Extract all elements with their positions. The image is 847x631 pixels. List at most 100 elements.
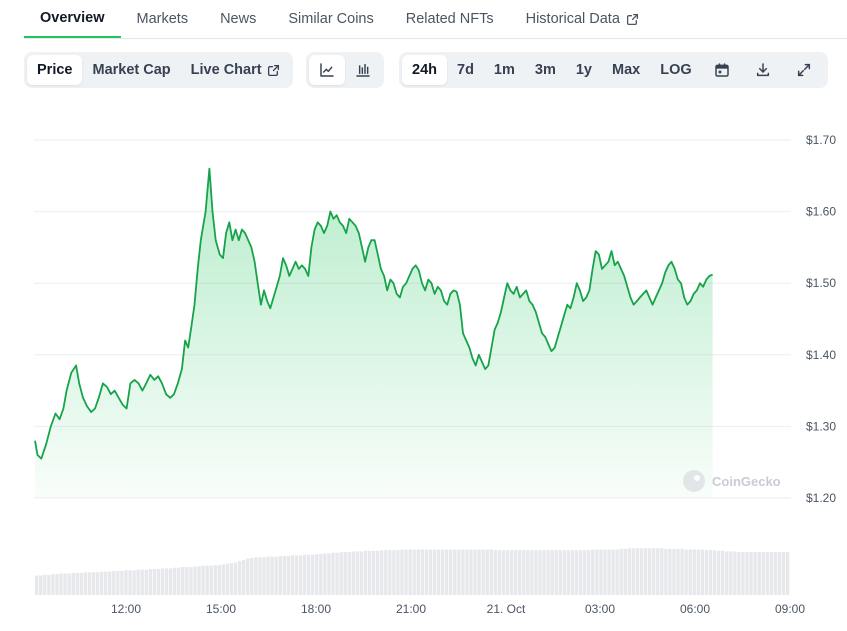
download-button[interactable]: [743, 55, 784, 85]
volume-bar: [526, 550, 530, 595]
volume-bar: [298, 555, 303, 595]
volume-bar: [781, 552, 786, 595]
volume-bar: [388, 550, 392, 595]
range-3m-button[interactable]: 3m: [525, 55, 566, 85]
range-1y-button[interactable]: 1y: [566, 55, 602, 85]
volume-bar: [266, 556, 270, 595]
volume-bar: [700, 549, 705, 595]
volume-bar: [173, 567, 177, 595]
volume-bar: [87, 572, 92, 595]
x-tick-label: 21:00: [396, 602, 426, 616]
volume-bar: [132, 570, 136, 595]
volume-bar: [67, 573, 71, 595]
range-log-button[interactable]: LOG: [650, 55, 701, 85]
volume-bar: [570, 550, 575, 595]
volume-bar: [489, 549, 493, 595]
volume-bar: [416, 549, 420, 595]
coingecko-logo-eye: [694, 475, 700, 481]
tab-similar-coins[interactable]: Similar Coins: [272, 0, 389, 38]
volume-bar: [294, 555, 299, 595]
volume-bar: [720, 550, 725, 595]
volume-bar: [432, 549, 437, 595]
tab-overview[interactable]: Overview: [24, 0, 121, 38]
volume-bar: [351, 551, 355, 595]
volume-bar: [221, 564, 226, 595]
x-tick-label: 09:00: [775, 602, 805, 616]
tab-historical-data[interactable]: Historical Data: [510, 0, 655, 38]
volume-bar: [582, 550, 587, 595]
tab-news[interactable]: News: [204, 0, 272, 38]
volume-bar: [209, 565, 213, 595]
volume-bar: [453, 549, 457, 595]
range-max-button[interactable]: Max: [602, 55, 650, 85]
fullscreen-button[interactable]: [784, 55, 825, 85]
tab-related-nfts[interactable]: Related NFTs: [390, 0, 510, 38]
range-7d-button[interactable]: 7d: [447, 55, 484, 85]
volume-bar: [692, 549, 696, 595]
metric-market-cap-button[interactable]: Market Cap: [82, 55, 180, 85]
external-link-icon: [626, 13, 639, 26]
volume-bar: [635, 548, 640, 595]
volume-bar: [237, 561, 242, 595]
volume-bar: [643, 548, 648, 595]
volume-bar: [440, 549, 445, 595]
volume-bar: [522, 550, 526, 595]
candlestick-chart-button[interactable]: [345, 55, 381, 85]
volume-bar: [205, 565, 209, 595]
volume-bar: [716, 550, 721, 595]
volume-bar: [189, 567, 193, 595]
volume-bar: [773, 552, 778, 595]
volume-bar: [384, 550, 388, 595]
range-24h-button[interactable]: 24h: [402, 55, 447, 85]
volume-bar: [136, 569, 140, 595]
volume-bar: [550, 550, 554, 595]
volume-bar: [233, 562, 238, 595]
y-tick-label: $1.70: [806, 133, 836, 147]
volume-bar: [140, 569, 144, 595]
calendar-button[interactable]: [702, 55, 743, 85]
volume-bar: [562, 550, 567, 595]
volume-bar: [688, 549, 692, 595]
volume-bar: [404, 549, 408, 595]
range-1m-button[interactable]: 1m: [484, 55, 525, 85]
volume-bar: [306, 554, 311, 595]
tab-markets[interactable]: Markets: [121, 0, 205, 38]
volume-bar: [465, 549, 469, 595]
line-chart-icon: [319, 62, 335, 78]
volume-bar: [737, 552, 741, 595]
volume-bar: [546, 550, 550, 595]
line-chart-button[interactable]: [309, 55, 345, 85]
volume-bar: [152, 569, 157, 595]
volume-bar: [396, 550, 400, 595]
volume-bar: [611, 549, 615, 595]
volume-bar: [327, 553, 331, 595]
volume-bar: [428, 549, 433, 595]
volume-bar: [286, 556, 291, 595]
metric-price-button[interactable]: Price: [27, 55, 83, 85]
tab-bar: Overview Markets News Similar Coins Related …: [24, 0, 847, 39]
volume-bar: [83, 572, 88, 595]
price-chart: $1.70 $1.60 $1.50 $1.40 $1.30 $1.20 CoinGecko 1…: [34, 133, 836, 616]
metric-live-chart-button[interactable]: Live Chart: [181, 55, 290, 85]
button-label: Price: [37, 62, 73, 78]
button-label: 24h: [412, 62, 437, 78]
tab-label: News: [220, 11, 257, 27]
volume-bar: [108, 571, 112, 595]
volume-bar: [315, 554, 319, 595]
volume-bar: [144, 569, 148, 595]
volume-bar: [761, 552, 765, 595]
time-range-toggle-group: 24h 7d 1m 3m 1y Max LOG: [399, 52, 828, 88]
volume-bar: [615, 549, 619, 595]
volume-bar: [424, 549, 429, 595]
volume-bar: [371, 550, 376, 595]
y-tick-label: $1.20: [806, 491, 836, 505]
volume-bar: [168, 568, 173, 595]
tab-label: Historical Data: [525, 11, 620, 27]
volume-bar: [79, 572, 84, 595]
volume-bar: [47, 574, 51, 595]
button-label: Max: [612, 62, 641, 78]
volume-bar: [457, 549, 461, 595]
y-tick-label: $1.60: [806, 205, 836, 219]
volume-bar: [566, 550, 571, 595]
coingecko-logo-icon: [683, 470, 705, 492]
